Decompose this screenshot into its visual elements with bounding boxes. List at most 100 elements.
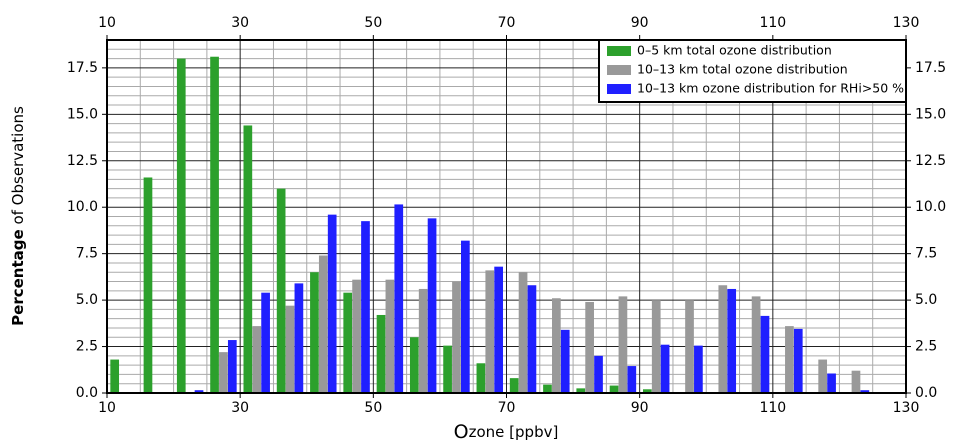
- bar: [660, 344, 670, 393]
- bar: [285, 305, 295, 393]
- y-tick-label-right: 7.5: [915, 246, 937, 262]
- bar: [751, 296, 761, 393]
- x-tick-label: 130: [893, 400, 920, 416]
- y-tick-label-right: 12.5: [915, 153, 946, 169]
- bar: [243, 125, 253, 393]
- bar: [343, 292, 353, 393]
- bar: [276, 188, 286, 393]
- bar: [851, 370, 861, 393]
- y-tick-label-right: 17.5: [915, 60, 946, 76]
- x-axis-label: Ozone [ppbv]: [454, 421, 559, 441]
- x-tick-label: 110: [759, 400, 786, 416]
- bar: [461, 240, 470, 393]
- bar: [210, 56, 219, 393]
- bar: [494, 266, 503, 393]
- bar: [227, 340, 237, 393]
- bar: [219, 352, 228, 393]
- y-tick-label: 15.0: [67, 106, 98, 122]
- bar: [376, 314, 386, 393]
- y-tick-label: 12.5: [67, 153, 98, 169]
- bar: [352, 279, 361, 393]
- bar: [685, 300, 694, 393]
- y-tick-label: 2.5: [76, 339, 98, 355]
- bar: [294, 283, 304, 393]
- y-tick-label: 7.5: [76, 246, 98, 262]
- bar: [310, 272, 319, 393]
- y-axis-label: Percentage of Observations: [9, 106, 27, 326]
- bar: [143, 177, 153, 393]
- bar: [793, 328, 803, 393]
- bar: [518, 272, 528, 393]
- bar: [576, 388, 586, 393]
- bar: [485, 270, 495, 393]
- bar: [651, 300, 661, 393]
- bar: [727, 288, 737, 393]
- bar: [252, 326, 262, 393]
- bar: [394, 204, 404, 393]
- bar: [194, 390, 204, 393]
- x-tick-label-top: 10: [98, 15, 116, 31]
- bar: [443, 345, 452, 393]
- bar: [527, 285, 537, 393]
- bar: [818, 359, 828, 393]
- legend-box: [598, 39, 907, 103]
- bar: [385, 279, 395, 393]
- bar: [327, 214, 337, 393]
- y-tick-label-right: 5.0: [915, 292, 937, 308]
- y-tick-label-right: 10.0: [915, 199, 946, 215]
- x-tick-label: 70: [498, 400, 516, 416]
- x-tick-label-top: 130: [893, 15, 920, 31]
- bar: [543, 384, 552, 393]
- x-tick-label-top: 70: [498, 15, 516, 31]
- x-tick-label-top: 30: [231, 15, 249, 31]
- bar: [427, 218, 437, 393]
- bar: [509, 378, 519, 393]
- bar: [618, 296, 628, 393]
- bar: [176, 58, 186, 393]
- bar: [642, 389, 652, 393]
- legend-label: 0–5 km total ozone distribution: [637, 43, 832, 58]
- plot-frame: [106, 39, 907, 394]
- bar: [476, 363, 486, 393]
- bar: [585, 301, 594, 393]
- x-tick-label: 30: [231, 400, 249, 416]
- x-tick-label: 10: [98, 400, 116, 416]
- y-tick-label-right: 15.0: [915, 106, 946, 122]
- legend-label: 10–13 km ozone distribution for RHi>50 %: [637, 81, 904, 96]
- bar: [694, 345, 703, 393]
- bar: [760, 315, 770, 393]
- y-tick-label-right: 0.0: [915, 385, 937, 401]
- bar: [627, 366, 637, 393]
- bar: [609, 385, 619, 393]
- legend-label: 10–13 km total ozone distribution: [637, 62, 848, 77]
- x-tick-label-top: 110: [759, 15, 786, 31]
- bar: [361, 221, 370, 393]
- bar: [318, 255, 328, 393]
- x-tick-label-top: 90: [631, 15, 649, 31]
- bar: [827, 373, 836, 393]
- x-tick-label: 50: [364, 400, 382, 416]
- bar: [560, 329, 570, 393]
- bar: [594, 355, 603, 393]
- x-tick-label: 90: [631, 400, 649, 416]
- y-tick-label: 5.0: [76, 292, 98, 308]
- bar: [409, 337, 419, 393]
- bar: [261, 292, 270, 393]
- y-tick-label: 0.0: [76, 385, 98, 401]
- bar: [452, 281, 461, 393]
- bar: [785, 326, 794, 393]
- legend-swatch: [607, 46, 631, 56]
- y-tick-label: 10.0: [67, 199, 98, 215]
- y-tick-label-right: 2.5: [915, 339, 937, 355]
- bar: [418, 288, 428, 393]
- bar: [718, 285, 728, 393]
- legend-swatch: [607, 65, 631, 75]
- y-tick-label: 17.5: [67, 60, 98, 76]
- bar: [860, 390, 870, 393]
- legend-swatch: [607, 84, 631, 94]
- bar: [551, 298, 561, 393]
- bar: [110, 359, 120, 393]
- x-tick-label-top: 50: [364, 15, 382, 31]
